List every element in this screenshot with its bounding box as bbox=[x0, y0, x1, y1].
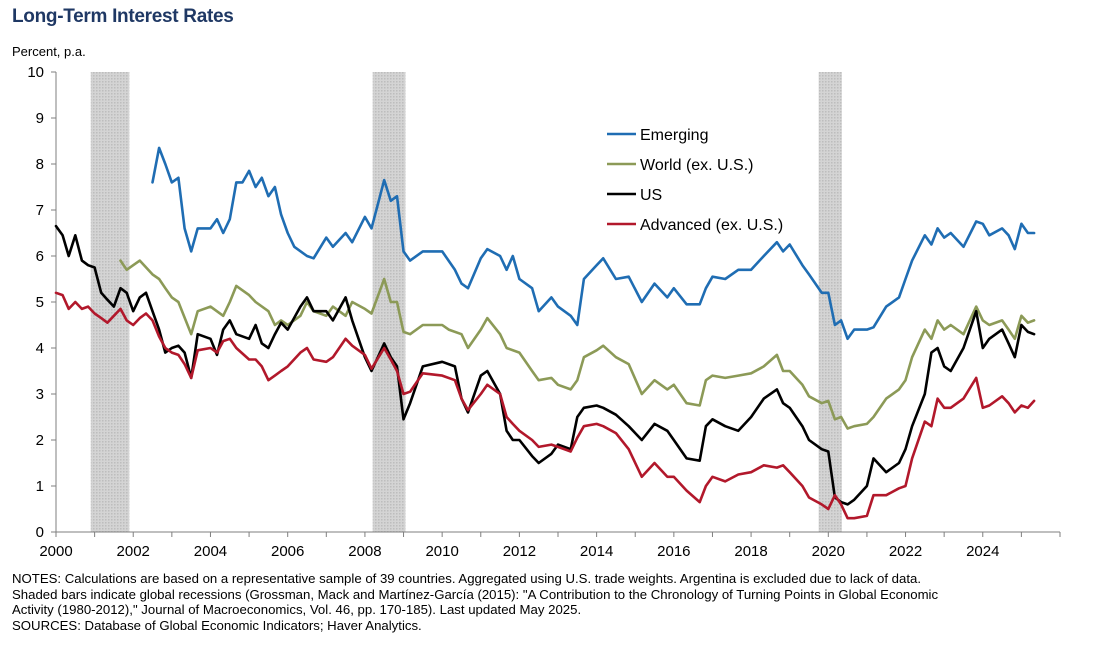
chart-notes: NOTES: Calculations are based on a repre… bbox=[12, 571, 1087, 633]
line-chart: 0 1 2 3 4 5 6 7 8 9 10 2000 2002 2004 2006 2008 2010 2012… bbox=[27, 64, 1061, 560]
series-line-4 bbox=[54, 291, 1036, 520]
notes-line-1: NOTES: Calculations are based on a repre… bbox=[12, 571, 922, 586]
y-tick-label-2: 2 bbox=[36, 432, 44, 449]
y-tick-label-4: 4 bbox=[36, 340, 44, 357]
notes-line-2: Shaded bars indicate global recessions (… bbox=[12, 586, 939, 602]
sources-line: SOURCES: Database of Global Economic Ind… bbox=[12, 617, 422, 633]
recession-bar-2 bbox=[372, 72, 406, 532]
y-tick-label-1: 1 bbox=[36, 478, 44, 495]
x-tick-label-2020: 2020 bbox=[812, 543, 845, 560]
x-tick-label-2012: 2012 bbox=[503, 543, 536, 560]
x-tick-label-2024: 2024 bbox=[966, 543, 999, 560]
x-tick-label-2008: 2008 bbox=[348, 543, 381, 560]
y-tick-label-3: 3 bbox=[36, 386, 44, 403]
series-lines bbox=[54, 146, 1036, 520]
series-line-1 bbox=[151, 146, 1036, 341]
chart-title: Long-Term Interest Rates bbox=[12, 6, 234, 27]
axes: 0 1 2 3 4 5 6 7 8 9 10 2000 2002 2004 2006 2008 2010 2012… bbox=[27, 64, 1061, 560]
x-tick-label-2022: 2022 bbox=[889, 543, 922, 560]
y-tick-label-10: 10 bbox=[27, 64, 44, 81]
legend: Emerging World (ex. U.S.) US Advanced (ex. … bbox=[607, 127, 783, 234]
y-tick-label-6: 6 bbox=[36, 248, 44, 265]
legend-label-4: Advanced (ex. U.S.) bbox=[640, 217, 783, 234]
legend-label-3: US bbox=[640, 187, 662, 204]
x-tick-label-2010: 2010 bbox=[425, 543, 458, 560]
legend-label-1: Emerging bbox=[640, 127, 708, 144]
y-tick-label-0: 0 bbox=[36, 524, 44, 541]
y-tick-label-8: 8 bbox=[36, 156, 44, 173]
y-axis-unit-label: Percent, p.a. bbox=[12, 44, 86, 59]
y-tick-label-9: 9 bbox=[36, 110, 44, 127]
x-tick-label-2006: 2006 bbox=[271, 543, 304, 560]
legend-label-2: World (ex. U.S.) bbox=[640, 157, 754, 174]
x-tick-label-2000: 2000 bbox=[39, 543, 72, 560]
x-tick-label-2016: 2016 bbox=[657, 543, 690, 560]
x-tick-label-2004: 2004 bbox=[194, 543, 227, 560]
x-tick-label-2002: 2002 bbox=[117, 543, 150, 560]
notes-line-3: Activity (1980-2012)," Journal of Macroe… bbox=[12, 602, 582, 617]
y-tick-label-7: 7 bbox=[36, 202, 44, 219]
series-line-2 bbox=[119, 259, 1036, 430]
y-tick-label-5: 5 bbox=[36, 294, 44, 311]
x-tick-label-2018: 2018 bbox=[734, 543, 767, 560]
x-tick-label-2014: 2014 bbox=[580, 543, 613, 560]
series-line-3 bbox=[54, 224, 1036, 506]
recession-shading bbox=[90, 72, 842, 532]
